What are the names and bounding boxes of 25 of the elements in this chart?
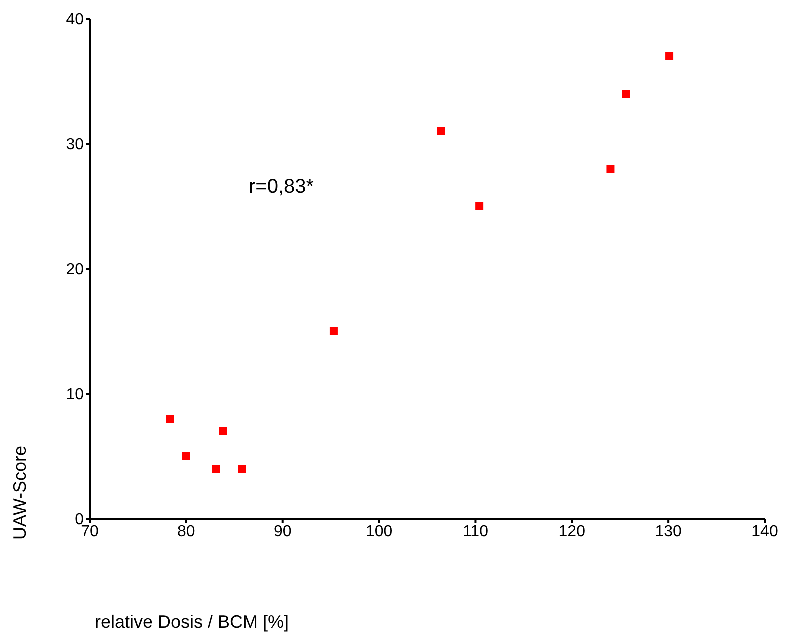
y-tick-label: 20	[66, 262, 84, 279]
y-tick-label: 40	[66, 12, 84, 29]
point	[666, 52, 674, 60]
y-axis-title: UAW-Score	[10, 446, 31, 540]
point	[166, 415, 174, 423]
annotation: r=0,83*	[249, 176, 314, 199]
x-tick-label: 90	[274, 523, 292, 540]
x-axis-title: relative Dosis / BCM [%]	[95, 612, 290, 633]
point	[238, 465, 246, 473]
x-tick-label: 110	[462, 523, 489, 540]
x-tick-label: 100	[366, 523, 393, 540]
point	[212, 465, 220, 473]
point	[476, 202, 484, 210]
x-tick-label: 130	[655, 523, 682, 540]
y-tick-label: 30	[66, 136, 84, 154]
point	[330, 328, 338, 336]
x-tick-label: 140	[752, 523, 778, 540]
point	[219, 428, 228, 436]
point	[606, 165, 615, 173]
point	[182, 452, 190, 460]
point	[622, 90, 630, 98]
y-tick-label: 10	[66, 386, 84, 404]
x-tick-label: 120	[558, 523, 586, 540]
point	[437, 128, 445, 136]
x-tick-label: 80	[178, 523, 196, 540]
